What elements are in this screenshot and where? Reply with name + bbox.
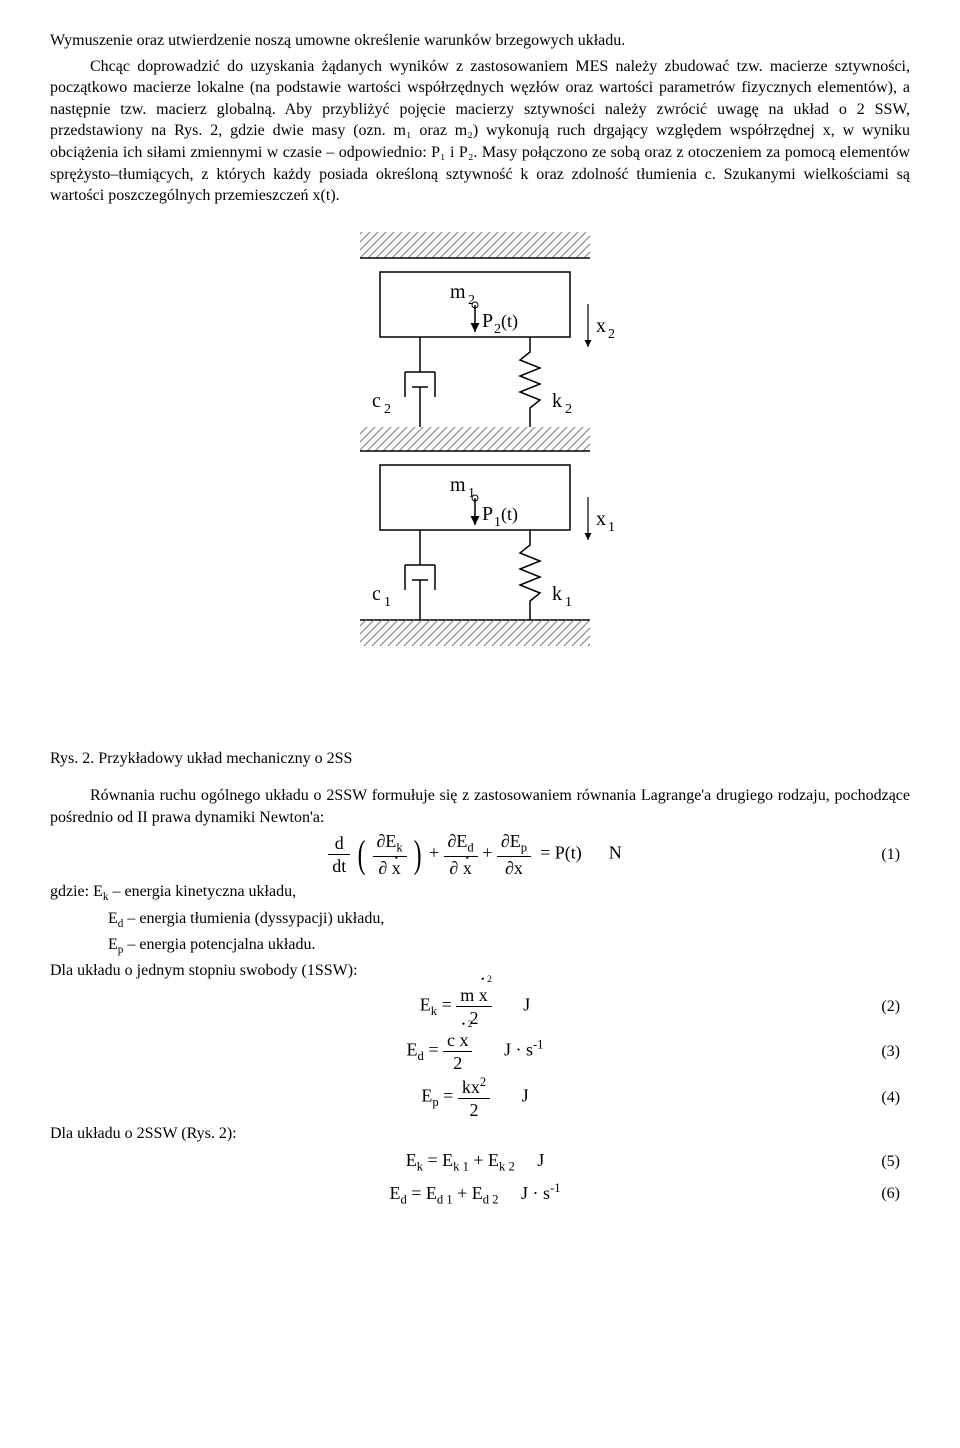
svg-text:(t): (t) <box>501 504 518 525</box>
svg-text:1: 1 <box>608 520 615 535</box>
svg-text:x: x <box>596 508 606 530</box>
equation-4: Ep = kx2 2 J (4) <box>50 1076 910 1119</box>
svg-text:2: 2 <box>384 402 391 417</box>
equation-2: Ek = m x 2 J (2) <box>50 986 910 1027</box>
where-line-3: Ep – energia potencjalna układu. <box>50 934 910 958</box>
svg-text:2: 2 <box>494 322 501 337</box>
equation-3: Ed = c x 2 J · s-1 (3) <box>50 1031 910 1072</box>
svg-text:P: P <box>482 503 493 525</box>
svg-text:m: m <box>450 281 466 303</box>
svg-text:k: k <box>552 390 562 412</box>
svg-text:c: c <box>372 390 381 412</box>
line-2ssw: Dla układu o 2SSW (Rys. 2): <box>50 1123 910 1145</box>
where-line-1: gdzie: Ek – energia kinetyczna układu, <box>50 881 910 905</box>
paragraph-3: Równania ruchu ogólnego układu o 2SSW fo… <box>50 785 910 828</box>
svg-text:x: x <box>596 315 606 337</box>
mechanical-diagram: m 2 P 2 (t) x 2 c 2 k 2 m 1 P 1 (t) x 1 … <box>50 232 910 729</box>
paragraph-2: Chcąc doprowadzić do uzyskania żądanych … <box>50 56 910 207</box>
line-1ssw: Dla układu o jednym stopniu swobody (1SS… <box>50 960 910 982</box>
where-line-2: Ed – energia tłumienia (dyssypacji) ukła… <box>50 908 910 932</box>
svg-text:(t): (t) <box>501 311 518 332</box>
equation-5: Ek = Ek 1 + Ek 2 J (5) <box>50 1148 910 1176</box>
svg-text:2: 2 <box>608 327 615 342</box>
paragraph-1: Wymuszenie oraz utwierdzenie noszą umown… <box>50 30 910 52</box>
svg-text:c: c <box>372 583 381 605</box>
figure-caption: Rys. 2. Przykładowy układ mechaniczny o … <box>50 748 910 770</box>
svg-text:1: 1 <box>565 595 572 610</box>
svg-text:k: k <box>552 583 562 605</box>
svg-text:1: 1 <box>494 515 501 530</box>
equation-1: d dt ( ∂Ek ∂ x ) + ∂Ed ∂ x + ∂Ep ∂x = P(… <box>50 832 910 877</box>
equation-6: Ed = Ed 1 + Ed 2 J · s-1 (6) <box>50 1180 910 1209</box>
svg-text:2: 2 <box>565 402 572 417</box>
svg-text:1: 1 <box>384 595 391 610</box>
svg-text:m: m <box>450 474 466 496</box>
svg-text:P: P <box>482 310 493 332</box>
